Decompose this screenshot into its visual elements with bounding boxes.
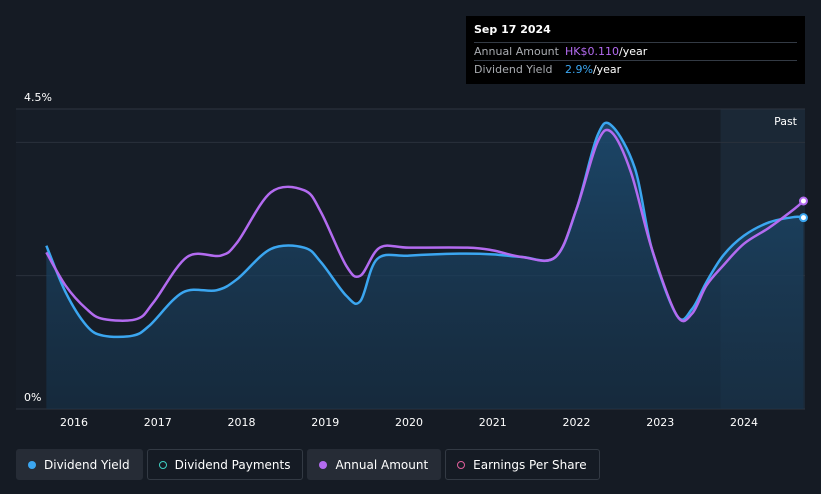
x-tick-label: 2022 xyxy=(563,416,591,429)
tooltip: Sep 17 2024 Annual Amount HK$0.110/year … xyxy=(466,16,805,84)
tooltip-label: Dividend Yield xyxy=(474,63,553,76)
legend-label: Annual Amount xyxy=(335,457,429,472)
y-axis-ticks: 4.5% 0% xyxy=(24,91,52,404)
tooltip-unit: /year xyxy=(592,63,622,76)
annual-amount-end-point xyxy=(798,196,808,206)
x-tick-label: 2019 xyxy=(311,416,339,429)
legend-label: Dividend Yield xyxy=(44,457,130,472)
tooltip-label: Annual Amount xyxy=(474,45,559,58)
x-tick-label: 2018 xyxy=(228,416,256,429)
series-group xyxy=(45,121,808,410)
tooltip-value: HK$0.110/year xyxy=(565,45,647,58)
y-tick-label: 4.5% xyxy=(24,91,52,104)
legend-item-dividend-payments[interactable]: Dividend Payments xyxy=(146,449,304,480)
legend-item-annual-amount[interactable]: Annual Amount xyxy=(307,449,442,480)
ring-dot-icon xyxy=(158,460,167,469)
tooltip-yield-value: 2.9% xyxy=(565,63,593,76)
x-tick-label: 2023 xyxy=(646,416,674,429)
legend-item-earnings-per-share[interactable]: Earnings Per Share xyxy=(445,449,600,480)
tooltip-date: Sep 17 2024 xyxy=(474,23,551,36)
legend-label: Earnings Per Share xyxy=(473,457,587,472)
tooltip-row-dividend-yield: Dividend Yield 2.9%/year xyxy=(474,60,797,78)
filled-dot-icon xyxy=(28,460,36,469)
dividend-yield-line xyxy=(45,121,804,339)
annual-amount-line xyxy=(45,128,805,323)
x-tick-label: 2020 xyxy=(395,416,423,429)
dividend-yield-area xyxy=(46,122,804,410)
tooltip-row-annual-amount: Annual Amount HK$0.110/year xyxy=(474,42,797,60)
legend-label: Dividend Payments xyxy=(174,457,291,472)
past-label: Past xyxy=(774,115,798,128)
tooltip-amount-value: HK$0.110 xyxy=(565,45,619,58)
x-tick-label: 2017 xyxy=(144,416,172,429)
ring-dot-icon xyxy=(457,460,466,469)
x-tick-label: 2021 xyxy=(479,416,507,429)
x-axis-ticks: 2016 2017 2018 2019 2020 2021 2022 2023 2024 xyxy=(60,416,758,429)
filled-dot-icon xyxy=(319,460,328,469)
dividend-yield-end-point xyxy=(798,213,808,223)
x-tick-label: 2016 xyxy=(60,416,88,429)
legend: Dividend Yield Dividend Payments Annual … xyxy=(16,449,600,480)
y-tick-label: 0% xyxy=(24,391,41,404)
legend-item-dividend-yield[interactable]: Dividend Yield xyxy=(16,449,143,480)
dividend-chart: Past 4.5% 0% 2016 2017 2018 2019 2020 2021 2022… xyxy=(16,91,808,429)
tooltip-unit: /year xyxy=(618,45,648,58)
tooltip-value: 2.9%/year xyxy=(565,63,621,76)
x-tick-label: 2024 xyxy=(730,416,758,429)
